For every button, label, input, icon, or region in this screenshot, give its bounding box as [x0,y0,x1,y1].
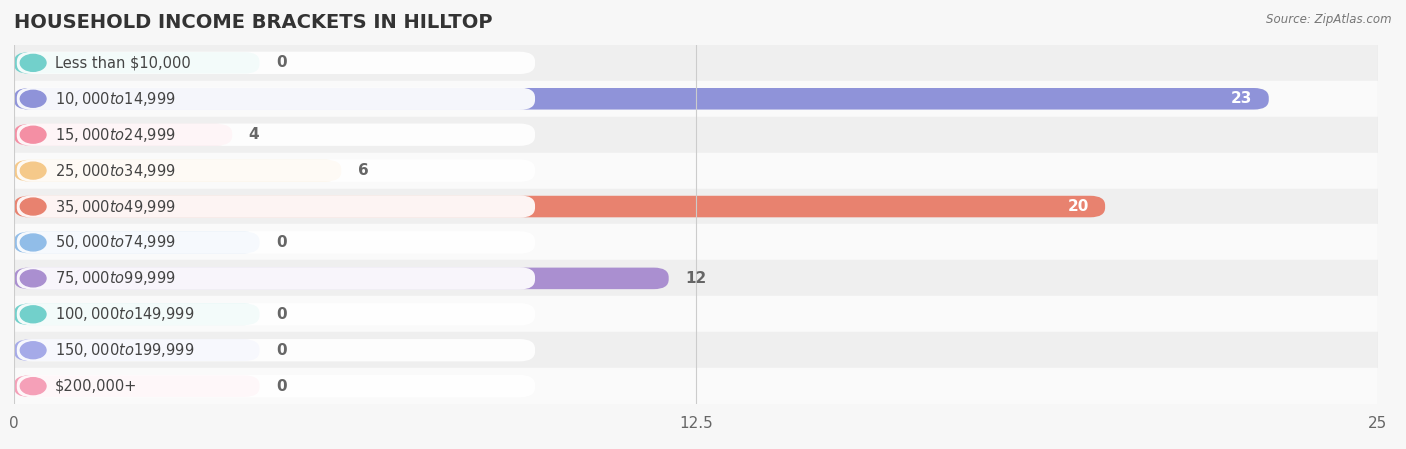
FancyBboxPatch shape [14,268,669,289]
Text: $15,000 to $24,999: $15,000 to $24,999 [55,126,176,144]
Text: $35,000 to $49,999: $35,000 to $49,999 [55,198,176,216]
Text: $100,000 to $149,999: $100,000 to $149,999 [55,305,194,323]
FancyBboxPatch shape [14,232,260,253]
Text: 4: 4 [249,127,259,142]
Text: Less than $10,000: Less than $10,000 [55,55,191,70]
Text: 0: 0 [276,343,287,358]
FancyBboxPatch shape [14,304,260,325]
Text: Source: ZipAtlas.com: Source: ZipAtlas.com [1267,13,1392,26]
Circle shape [20,126,46,143]
Text: $25,000 to $34,999: $25,000 to $34,999 [55,162,176,180]
Circle shape [20,378,46,395]
Circle shape [20,306,46,323]
FancyBboxPatch shape [14,375,260,397]
Bar [14,189,1378,224]
Circle shape [20,162,46,179]
Text: 0: 0 [276,55,287,70]
Circle shape [20,90,46,107]
FancyBboxPatch shape [14,52,260,74]
Text: $200,000+: $200,000+ [55,379,138,394]
FancyBboxPatch shape [17,123,536,146]
Text: 20: 20 [1067,199,1088,214]
FancyBboxPatch shape [17,88,536,110]
FancyBboxPatch shape [14,339,260,361]
Bar [14,153,1378,189]
FancyBboxPatch shape [17,52,536,74]
Bar [14,368,1378,404]
Bar [14,332,1378,368]
Text: $10,000 to $14,999: $10,000 to $14,999 [55,90,176,108]
Bar [14,296,1378,332]
Bar [14,117,1378,153]
FancyBboxPatch shape [14,160,342,181]
FancyBboxPatch shape [17,231,536,254]
Circle shape [20,270,46,287]
Text: 6: 6 [357,163,368,178]
Text: $50,000 to $74,999: $50,000 to $74,999 [55,233,176,251]
FancyBboxPatch shape [17,375,536,397]
FancyBboxPatch shape [14,196,1105,217]
Bar [14,45,1378,81]
Text: $150,000 to $199,999: $150,000 to $199,999 [55,341,194,359]
FancyBboxPatch shape [17,267,536,290]
Text: HOUSEHOLD INCOME BRACKETS IN HILLTOP: HOUSEHOLD INCOME BRACKETS IN HILLTOP [14,13,492,32]
Text: 0: 0 [276,307,287,322]
Circle shape [20,234,46,251]
FancyBboxPatch shape [17,159,536,182]
Circle shape [20,54,46,71]
Text: 12: 12 [685,271,706,286]
Text: 0: 0 [276,235,287,250]
Text: 23: 23 [1232,91,1253,106]
FancyBboxPatch shape [17,339,536,361]
Text: $75,000 to $99,999: $75,000 to $99,999 [55,269,176,287]
Text: 0: 0 [276,379,287,394]
Circle shape [20,342,46,359]
Bar [14,81,1378,117]
FancyBboxPatch shape [14,88,1268,110]
Circle shape [20,198,46,215]
FancyBboxPatch shape [17,303,536,326]
FancyBboxPatch shape [14,124,232,145]
Bar [14,260,1378,296]
FancyBboxPatch shape [17,195,536,218]
Bar [14,224,1378,260]
